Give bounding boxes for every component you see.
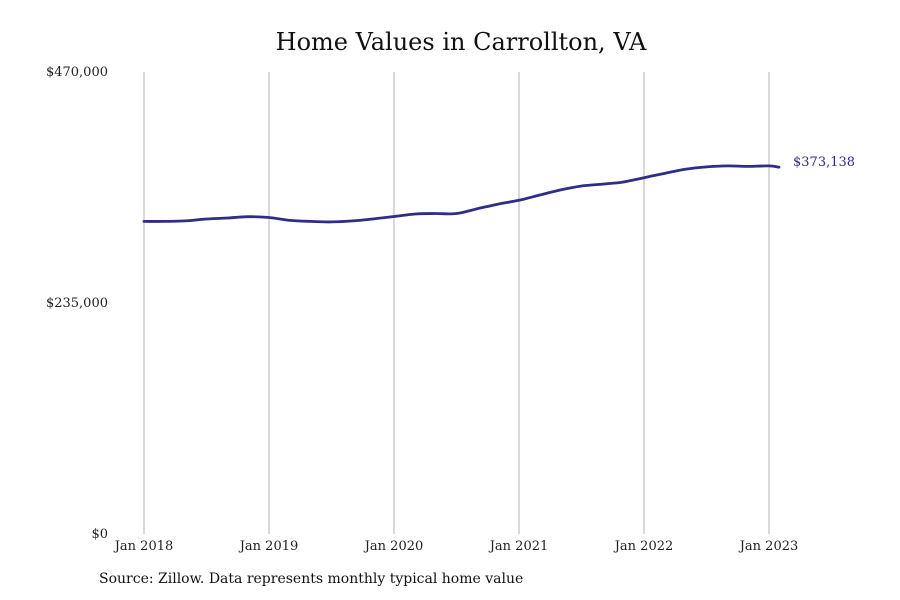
x-tick-label: Jan 2023 — [738, 539, 799, 554]
grid-lines — [143, 72, 770, 534]
x-tick-label: Jan 2022 — [613, 539, 674, 554]
y-tick-label: $0 — [91, 527, 108, 542]
x-axis-ticks: Jan 2018 Jan 2019 Jan 2020 Jan 2021 Jan 2022… — [113, 539, 799, 554]
x-tick-label: Jan 2020 — [363, 539, 424, 554]
series-line-0 — [142, 164, 781, 224]
chart-title: Home Values in Carrollton, VA — [275, 28, 647, 56]
series-end-value-label: $373,138 — [793, 155, 855, 170]
series-layer: $373,138 — [142, 155, 855, 224]
y-tick-label: $470,000 — [46, 65, 108, 80]
source-note: Source: Zillow. Data represents monthly … — [99, 571, 524, 587]
y-axis-ticks: $0 $235,000 $470,000 — [46, 65, 108, 542]
x-tick-label: Jan 2018 — [113, 539, 174, 554]
x-tick-label: Jan 2019 — [238, 539, 299, 554]
x-tick-label: Jan 2021 — [488, 539, 549, 554]
y-tick-label: $235,000 — [46, 296, 108, 311]
